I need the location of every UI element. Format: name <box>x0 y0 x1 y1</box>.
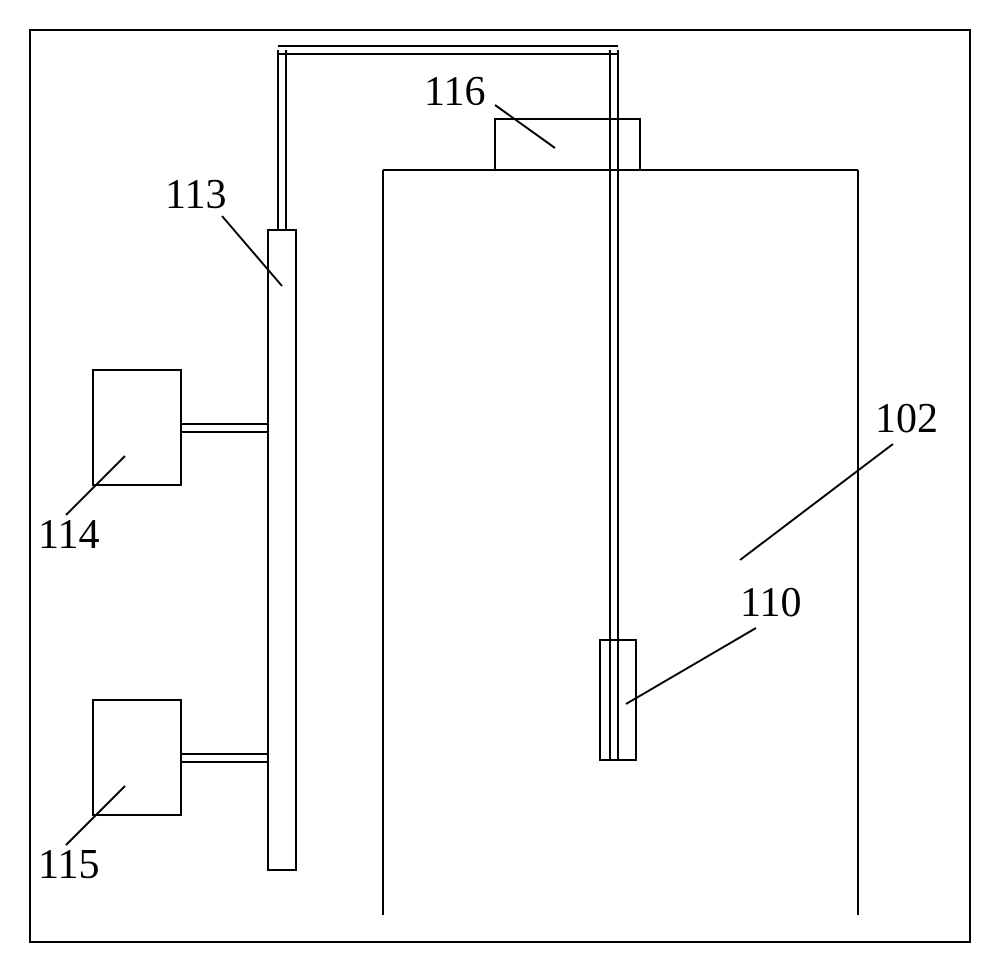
label-l110: 110 <box>740 580 801 626</box>
label-l114: 114 <box>38 512 99 558</box>
leader-l110 <box>626 628 756 704</box>
leader-l113 <box>222 216 282 286</box>
leader-l116 <box>495 105 555 148</box>
block-upper <box>93 370 181 485</box>
block-lower <box>93 700 181 815</box>
column <box>268 230 296 870</box>
label-l102: 102 <box>875 396 938 442</box>
label-l113: 113 <box>165 172 226 218</box>
leader-l102 <box>740 444 893 560</box>
label-l116: 116 <box>424 69 485 115</box>
label-l115: 115 <box>38 842 99 888</box>
